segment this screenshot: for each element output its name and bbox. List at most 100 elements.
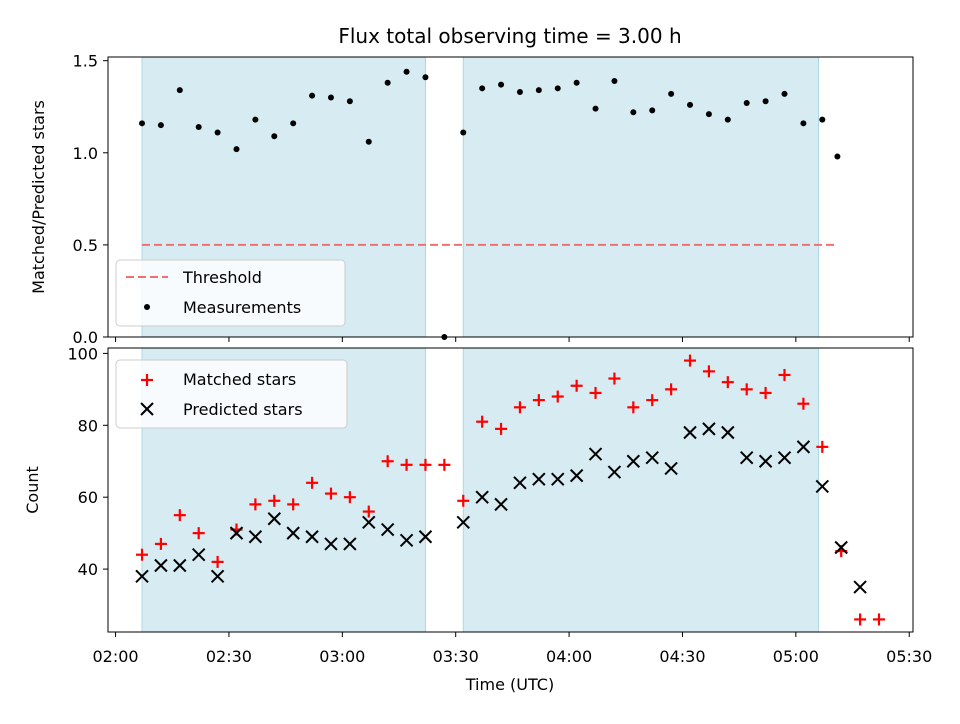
matched-stars-point <box>306 476 319 489</box>
predicted-stars-point <box>210 569 225 583</box>
top-legend-box <box>115 259 346 327</box>
predicted-stars-point <box>796 440 811 454</box>
measurement-point <box>460 129 467 136</box>
measurement-point <box>252 116 259 123</box>
measurement-point <box>516 89 523 95</box>
measurement-point <box>346 98 353 105</box>
legend-matched-swatch <box>141 374 153 386</box>
measurement-point <box>705 111 712 118</box>
bottom-y-axis-label: Count <box>23 466 42 514</box>
predicted-stars-point <box>305 530 319 544</box>
matched-stars-point <box>249 498 262 511</box>
measurement-point <box>422 74 429 81</box>
predicted-stars-point <box>418 530 433 544</box>
bottom-axes-frame <box>107 347 914 633</box>
matched-stars-point <box>400 458 413 471</box>
bottom-y-tick-label: 100 <box>67 344 98 363</box>
predicted-stars-point <box>380 522 395 537</box>
bottom-panel: 40 60 80 100 02:00 02:30 03:00 03:30 04:00 04:30… <box>23 344 932 694</box>
predicted-stars-point <box>494 497 508 512</box>
measurement-point <box>157 122 164 129</box>
top-panel: 0.0 0.5 1.0 1.5 Matched/Predicted stars Thr… <box>29 52 914 347</box>
legend-matched-label: Matched stars <box>183 370 296 389</box>
measurement-point <box>668 90 675 97</box>
bottom-y-tick-label: 40 <box>78 560 98 579</box>
predicted-stars-point <box>191 548 206 562</box>
measurement-point <box>573 79 580 86</box>
predicted-stars-point <box>758 454 773 468</box>
matched-stars-point <box>192 527 205 540</box>
measurement-point <box>479 85 486 92</box>
measurement-point <box>630 109 637 116</box>
matched-stars-point <box>702 365 715 378</box>
predicted-stars-point <box>645 450 659 465</box>
measurement-point <box>498 81 505 88</box>
predicted-stars-point <box>343 537 357 551</box>
predicted-stars-point <box>475 490 489 504</box>
matched-stars-point <box>721 376 734 389</box>
predicted-stars-point <box>173 558 187 573</box>
predicted-stars-point <box>721 425 735 440</box>
predicted-stars-point <box>229 526 244 540</box>
top-axes-frame <box>107 56 914 338</box>
measurement-point <box>687 101 694 108</box>
matched-stars-point <box>684 354 697 367</box>
measurement-point <box>611 77 618 84</box>
measurement-point <box>384 79 391 86</box>
predicted-stars-point <box>834 540 848 555</box>
top-y-tick-label: 0.5 <box>73 236 98 255</box>
legend-threshold-label: Threshold <box>182 268 262 287</box>
matched-stars-point <box>872 613 885 626</box>
predicted-stars-point <box>588 447 603 461</box>
matched-stars-point <box>476 415 489 428</box>
matched-stars-point <box>608 372 621 385</box>
measurement-point <box>290 120 297 127</box>
matched-stars-point <box>665 383 678 396</box>
matched-stars-point <box>816 440 829 453</box>
predicted-stars-point <box>324 537 338 551</box>
matched-stars-point <box>268 494 281 507</box>
predicted-stars-point <box>853 580 867 594</box>
top-y-axis-label: Matched/Predicted stars <box>29 100 48 294</box>
predicted-stars-point <box>664 461 678 476</box>
bottom-y-tick-label: 60 <box>78 488 98 507</box>
matched-stars-point <box>627 401 640 414</box>
predicted-stars-point <box>532 472 546 486</box>
measurement-point <box>309 92 316 99</box>
matched-stars-point <box>513 401 526 414</box>
predicted-stars-point <box>569 468 584 483</box>
x-tick-label: 05:30 <box>886 647 932 666</box>
top-y-tick-label: 1.5 <box>73 52 98 71</box>
matched-stars-point <box>570 379 583 392</box>
measurement-point <box>233 146 240 153</box>
bottom-legend: Matched stars Predicted stars <box>115 359 348 429</box>
measurement-point <box>819 116 826 123</box>
matched-stars-point <box>381 455 394 468</box>
predicted-stars-point <box>740 450 754 465</box>
bottom-y-tick-label: 80 <box>78 416 98 435</box>
predicted-stars-point <box>286 526 300 540</box>
measurement-point <box>781 90 788 97</box>
measurement-point <box>743 100 750 107</box>
shaded-interval <box>462 56 820 338</box>
matched-stars-point <box>646 394 659 407</box>
measurement-point <box>195 124 202 130</box>
legend-measurements-label: Measurements <box>183 298 301 317</box>
predicted-stars-point <box>456 515 470 530</box>
measurement-point <box>271 133 278 140</box>
predicted-stars-point <box>267 512 281 526</box>
matched-stars-point <box>759 386 772 399</box>
top-legend: Threshold Measurements <box>115 259 346 327</box>
matched-stars-point <box>532 394 545 407</box>
matched-stars-point <box>154 537 167 550</box>
matched-stars-point <box>589 386 602 399</box>
measurement-point <box>535 87 542 94</box>
measurement-point <box>592 105 599 112</box>
x-tick-label: 05:00 <box>773 647 819 666</box>
predicted-stars-point <box>154 558 168 573</box>
predicted-stars-point <box>248 530 263 544</box>
matched-stars-point <box>324 487 337 500</box>
measurement-point <box>214 129 221 136</box>
predicted-stars-point <box>702 422 716 436</box>
matched-stars-point <box>287 498 300 511</box>
